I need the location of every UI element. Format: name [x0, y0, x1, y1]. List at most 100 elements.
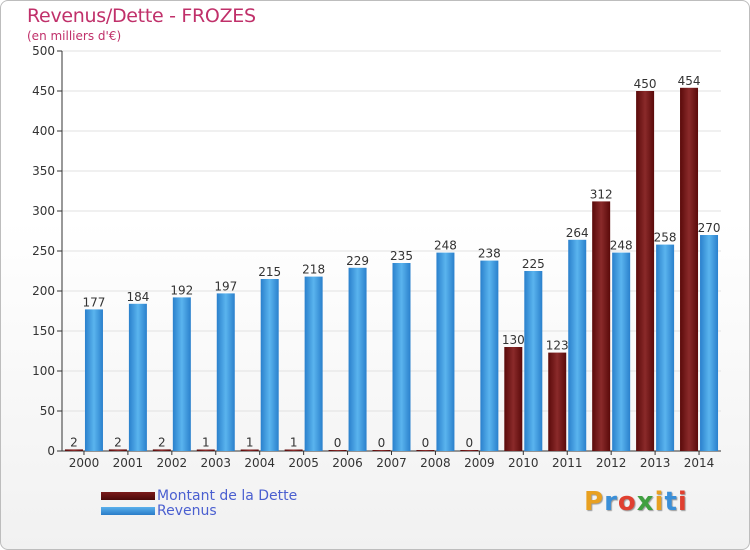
y-tick-label: 50 — [40, 404, 55, 418]
x-tick-label: 2006 — [332, 456, 363, 470]
revenue-bar — [436, 252, 455, 451]
revenue-value-label: 218 — [302, 263, 325, 277]
debt-bar — [504, 347, 523, 451]
y-tick-label: 400 — [32, 124, 55, 138]
logo-letter: t — [664, 487, 678, 517]
x-tick-label: 2011 — [552, 456, 583, 470]
debt-value-label: 0 — [422, 436, 430, 450]
revenue-value-label: 270 — [698, 221, 721, 235]
debt-bar — [284, 449, 303, 451]
y-tick-label: 150 — [32, 324, 55, 338]
debt-value-label: 1 — [290, 436, 298, 450]
revenue-value-label: 235 — [390, 249, 413, 263]
debt-value-label: 2 — [158, 435, 166, 449]
revenue-bar — [304, 276, 323, 451]
debt-bar — [152, 449, 171, 451]
x-tick-label: 2010 — [508, 456, 539, 470]
debt-value-label: 0 — [466, 436, 474, 450]
revenue-value-label: 229 — [346, 254, 369, 268]
revenue-bar — [656, 244, 675, 451]
y-tick-label: 450 — [32, 84, 55, 98]
y-tick-label: 300 — [32, 204, 55, 218]
x-tick-label: 2007 — [376, 456, 407, 470]
revenue-value-label: 192 — [170, 283, 193, 297]
y-tick-label: 200 — [32, 284, 55, 298]
debt-value-label: 450 — [634, 77, 657, 91]
debt-value-label: 1 — [246, 436, 254, 450]
x-tick-label: 2013 — [640, 456, 671, 470]
legend-swatch-revenue — [101, 507, 155, 515]
x-tick-label: 2012 — [596, 456, 627, 470]
revenue-value-label: 248 — [610, 239, 633, 253]
debt-value-label: 123 — [546, 339, 569, 353]
revenue-value-label: 238 — [478, 247, 501, 261]
x-tick-label: 2005 — [288, 456, 319, 470]
x-tick-label: 2004 — [244, 456, 275, 470]
x-tick-label: 2002 — [157, 456, 188, 470]
debt-bar — [680, 87, 699, 452]
x-tick-label: 2003 — [200, 456, 231, 470]
legend-item-revenue: Revenus — [101, 503, 217, 519]
x-tick-label: 2001 — [113, 456, 144, 470]
logo-letter: x — [636, 487, 655, 517]
debt-value-label: 2 — [114, 435, 122, 449]
revenue-value-label: 248 — [434, 239, 457, 253]
revenue-bar — [260, 279, 279, 451]
revenue-bar — [612, 252, 631, 451]
revenue-bar — [480, 260, 499, 451]
debt-bar — [548, 352, 567, 451]
revenue-bar — [392, 263, 411, 451]
logo-letter: P — [584, 487, 605, 517]
y-tick-label: 100 — [32, 364, 55, 378]
legend-swatch-debt — [101, 492, 155, 500]
x-tick-label: 2009 — [464, 456, 495, 470]
legend-item-debt: Montant de la Dette — [101, 488, 297, 504]
logo-letter: r — [604, 487, 618, 517]
revenue-value-label: 197 — [214, 279, 237, 293]
revenue-bar — [216, 293, 235, 451]
x-tick-label: 2008 — [420, 456, 451, 470]
debt-bar — [196, 449, 215, 451]
revenue-bar — [700, 235, 719, 451]
debt-value-label: 1 — [202, 436, 210, 450]
legend-label-debt: Montant de la Dette — [157, 488, 298, 504]
x-tick-label: 2014 — [684, 456, 715, 470]
revenue-value-label: 258 — [654, 231, 677, 245]
revenue-value-label: 264 — [566, 226, 589, 240]
revenue-bar — [128, 303, 147, 451]
legend-label-revenue: Revenus — [157, 503, 217, 519]
debt-bar — [592, 201, 611, 451]
revenue-bar — [348, 267, 367, 451]
debt-value-label: 130 — [502, 333, 525, 347]
y-tick-label: 350 — [32, 164, 55, 178]
revenue-bar — [524, 271, 543, 451]
revenue-bar — [172, 297, 191, 451]
y-tick-label: 500 — [32, 44, 55, 58]
revenue-value-label: 184 — [126, 290, 149, 304]
y-tick-label: 250 — [32, 244, 55, 258]
debt-bar — [240, 449, 259, 451]
x-tick-label: 2000 — [69, 456, 100, 470]
revenue-bar — [84, 309, 103, 451]
debt-value-label: 454 — [678, 74, 701, 88]
logo-letter: o — [617, 487, 637, 517]
revenue-value-label: 177 — [83, 295, 106, 309]
revenue-bar — [568, 239, 587, 451]
debt-bar — [108, 449, 127, 451]
debt-value-label: 0 — [378, 436, 386, 450]
chart-subtitle: (en milliers d'€) — [27, 29, 122, 43]
debt-bar — [328, 450, 347, 451]
revenue-value-label: 215 — [258, 265, 281, 279]
proxiti-logo: Proxiti — [584, 487, 688, 517]
logo-letter: i — [654, 487, 665, 517]
debt-bar — [372, 450, 391, 451]
revenue-value-label: 225 — [522, 257, 545, 271]
debt-bar — [64, 449, 83, 451]
debt-value-label: 312 — [590, 187, 613, 201]
debt-bar — [460, 450, 479, 451]
logo-letter: i — [677, 487, 688, 517]
y-tick-label: 0 — [47, 444, 55, 458]
debt-value-label: 2 — [70, 435, 78, 449]
